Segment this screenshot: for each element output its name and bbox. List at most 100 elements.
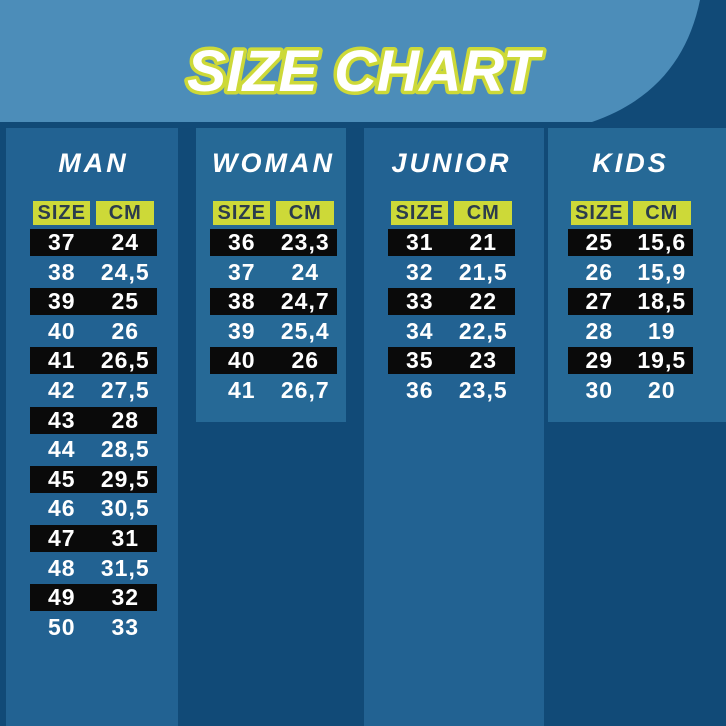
size-row: 42 27,5 <box>30 377 157 404</box>
cm-value: 19 <box>647 317 676 344</box>
size-header-chip: SIZE <box>570 201 628 225</box>
size-value: 46 <box>47 495 76 522</box>
cm-value: 23 <box>469 347 498 374</box>
size-value: 42 <box>47 376 76 403</box>
size-header-cell: SIZE <box>30 201 94 225</box>
cm-value: 22,5 <box>458 317 508 344</box>
size-row: 30 20 <box>568 377 693 404</box>
cm-value: 21,5 <box>458 258 508 285</box>
cm-value: 20 <box>647 376 676 403</box>
size-rows: 36 23,3 37 24 38 24,7 39 25,4 40 26 41 26,7 <box>210 229 337 404</box>
cm-value: 24,7 <box>280 288 330 315</box>
size-header-cell: SIZE <box>568 201 631 225</box>
column-headers: SIZE CM <box>210 201 337 225</box>
size-value: 36 <box>405 376 434 403</box>
size-row: 27 18,5 <box>568 288 693 316</box>
cm-value: 22 <box>469 288 498 315</box>
size-column-kids: KIDS SIZE CM 25 15,6 26 15,9 27 18,5 28 19 29 19,… <box>568 128 693 688</box>
size-value: 40 <box>47 317 76 344</box>
size-row: 37 24 <box>30 229 157 256</box>
size-header-cell: SIZE <box>388 201 452 225</box>
size-rows: 31 21 32 21,5 33 22 34 22,5 35 23 36 23,5 <box>388 229 515 404</box>
size-row: 44 28,5 <box>30 436 157 463</box>
size-value: 41 <box>47 347 76 374</box>
size-row: 41 26,5 <box>30 347 157 375</box>
size-row: 49 32 <box>30 584 157 612</box>
cm-value: 28 <box>111 406 140 433</box>
size-column-junior: JUNIOR SIZE CM 31 21 32 21,5 33 22 34 22,5 35 23 3… <box>388 128 515 688</box>
size-header-chip: SIZE <box>213 201 271 225</box>
size-rows: 25 15,6 26 15,9 27 18,5 28 19 29 19,5 30 20 <box>568 229 693 404</box>
cm-value: 18,5 <box>637 288 687 315</box>
size-value: 35 <box>405 347 434 374</box>
cm-value: 24 <box>291 258 320 285</box>
size-column-woman: WOMAN SIZE CM 36 23,3 37 24 38 24,7 39 25,4 40 26… <box>210 128 337 688</box>
cm-value: 15,9 <box>637 258 687 285</box>
size-row: 33 22 <box>388 288 515 316</box>
cm-value: 15,6 <box>637 229 687 255</box>
size-row: 45 29,5 <box>30 465 157 493</box>
cm-value: 23,3 <box>280 229 330 255</box>
size-row: 50 33 <box>30 614 157 641</box>
cm-header-chip: CM <box>96 201 155 225</box>
cm-value: 24,5 <box>100 258 150 285</box>
size-row: 43 28 <box>30 406 157 434</box>
size-value: 27 <box>585 288 614 315</box>
size-value: 37 <box>47 229 76 255</box>
cm-value: 19,5 <box>637 347 687 374</box>
size-value: 48 <box>47 554 76 581</box>
size-value: 40 <box>227 347 256 374</box>
cm-value: 31,5 <box>100 554 150 581</box>
size-value: 39 <box>227 317 256 344</box>
size-row: 29 19,5 <box>568 347 693 375</box>
cm-value: 24 <box>111 229 140 255</box>
size-value: 29 <box>585 347 614 374</box>
cm-value: 26,5 <box>100 347 150 374</box>
size-row: 47 31 <box>30 524 157 552</box>
size-header-cell: SIZE <box>210 201 274 225</box>
page-title: SIZE CHART <box>187 39 544 104</box>
size-row: 36 23,3 <box>210 229 337 256</box>
size-value: 44 <box>47 436 76 463</box>
size-row: 37 24 <box>210 259 337 286</box>
cm-header-chip: CM <box>276 201 335 225</box>
size-row: 28 19 <box>568 318 693 345</box>
size-row: 38 24,5 <box>30 259 157 286</box>
size-row: 39 25 <box>30 288 157 316</box>
size-value: 41 <box>227 376 256 403</box>
size-value: 43 <box>47 406 76 433</box>
size-row: 41 26,7 <box>210 377 337 404</box>
cm-header-chip: CM <box>454 201 513 225</box>
column-headers: SIZE CM <box>30 201 157 225</box>
cm-value: 29,5 <box>100 465 150 492</box>
size-value: 47 <box>47 524 76 551</box>
size-value: 34 <box>405 317 434 344</box>
size-column-man: MAN SIZE CM 37 24 38 24,5 39 25 40 26 41 26,5 42 27… <box>30 128 157 688</box>
size-value: 38 <box>47 258 76 285</box>
cm-value: 33 <box>111 613 140 640</box>
cm-value: 25,4 <box>280 317 330 344</box>
banner-title-graphic: SIZE CHART <box>184 36 548 108</box>
banner: SIZE CHART <box>0 0 726 122</box>
column-title: MAN <box>58 148 129 178</box>
size-value: 30 <box>585 376 614 403</box>
cm-value: 26,7 <box>280 376 330 403</box>
size-value: 25 <box>585 229 614 255</box>
size-value: 31 <box>405 229 434 255</box>
size-value: 32 <box>405 258 434 285</box>
size-row: 40 26 <box>210 347 337 375</box>
column-headers: SIZE CM <box>388 201 515 225</box>
size-value: 39 <box>47 288 76 315</box>
size-row: 25 15,6 <box>568 229 693 256</box>
cm-value: 31 <box>111 524 140 551</box>
cm-header-cell: CM <box>274 201 338 225</box>
size-value: 26 <box>585 258 614 285</box>
cm-value: 27,5 <box>100 376 150 403</box>
column-title: WOMAN <box>212 148 335 178</box>
size-value: 37 <box>227 258 256 285</box>
size-row: 46 30,5 <box>30 495 157 522</box>
cm-header-cell: CM <box>631 201 694 225</box>
column-panel-junior <box>364 128 544 726</box>
cm-value: 21 <box>469 229 498 255</box>
